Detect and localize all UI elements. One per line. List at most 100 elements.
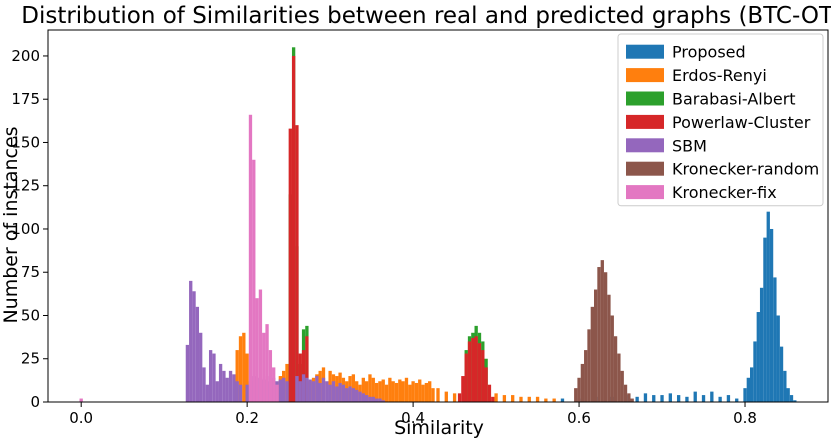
- bar: [222, 370, 226, 402]
- bar: [444, 391, 448, 402]
- bar: [623, 384, 628, 402]
- bar: [298, 381, 302, 402]
- bar: [701, 395, 706, 402]
- bar: [457, 393, 462, 402]
- legend-swatch: [626, 161, 664, 176]
- bar: [328, 384, 332, 402]
- bar: [232, 374, 236, 402]
- bar: [381, 400, 385, 402]
- bar: [789, 395, 794, 402]
- bar: [252, 159, 256, 402]
- bar: [610, 315, 614, 402]
- bar: [766, 211, 770, 402]
- bar: [388, 377, 392, 402]
- bar: [245, 353, 249, 402]
- bar: [491, 396, 495, 402]
- bar: [398, 379, 402, 402]
- bar: [474, 336, 478, 402]
- bar: [769, 228, 774, 402]
- bar: [384, 384, 389, 402]
- bar: [394, 382, 399, 402]
- bar: [756, 312, 760, 402]
- bar: [580, 363, 585, 402]
- bar: [272, 367, 276, 402]
- bar: [371, 396, 375, 402]
- bar: [594, 289, 598, 402]
- legend-swatch: [626, 91, 664, 106]
- bar: [735, 398, 739, 402]
- bar: [660, 395, 664, 402]
- legend-swatch: [626, 68, 664, 83]
- bar: [471, 337, 475, 402]
- bar: [79, 398, 83, 402]
- legend-swatch: [626, 44, 664, 59]
- bar: [560, 398, 565, 402]
- legend-label: Barabasi-Albert: [672, 90, 796, 109]
- bar: [436, 388, 440, 402]
- bar: [535, 396, 540, 402]
- bar: [779, 346, 784, 402]
- bar: [361, 377, 365, 402]
- x-tick-label: 0.4: [401, 409, 425, 427]
- bar: [265, 324, 269, 402]
- bar: [759, 287, 764, 402]
- legend: Proposed Erdos-Renyi Barabasi-Albert Powerl…: [617, 33, 824, 207]
- bar: [199, 332, 203, 402]
- bar: [428, 381, 432, 402]
- legend-label: SBM: [672, 136, 707, 155]
- bar: [301, 374, 306, 402]
- bar: [371, 377, 375, 402]
- bar: [218, 363, 223, 402]
- bar: [763, 237, 767, 402]
- bar: [374, 398, 379, 402]
- bar: [205, 384, 209, 402]
- bar: [335, 386, 339, 402]
- bar: [783, 370, 787, 402]
- bar: [461, 376, 465, 402]
- bar: [424, 382, 429, 402]
- bar: [676, 395, 681, 402]
- bar: [345, 388, 349, 402]
- x-tick-label: 0.8: [733, 409, 757, 427]
- bar: [418, 379, 422, 402]
- bar: [481, 350, 485, 402]
- x-tick-label: 0.6: [567, 409, 591, 427]
- bar: [215, 381, 219, 402]
- y-tick-label: 125: [11, 177, 40, 195]
- legend-item: SBM: [626, 136, 707, 155]
- legend-label: Powerlaw-Cluster: [672, 113, 811, 132]
- bar: [318, 382, 322, 402]
- bar: [351, 388, 356, 402]
- bar: [726, 395, 731, 402]
- bar: [235, 381, 239, 402]
- bar: [577, 377, 581, 402]
- bar: [710, 391, 714, 402]
- bar: [411, 381, 415, 402]
- bar: [574, 388, 578, 402]
- bar: [282, 377, 286, 402]
- bar: [255, 298, 259, 402]
- legend-swatch: [626, 138, 664, 153]
- bar: [212, 353, 216, 402]
- bar: [431, 388, 435, 402]
- bar: [408, 384, 412, 402]
- x-axis-label: Similarity: [394, 417, 484, 439]
- y-tick-label: 50: [21, 306, 40, 324]
- legend-item: Powerlaw-Cluster: [626, 113, 811, 132]
- bar: [718, 396, 722, 402]
- legend-label: Proposed: [672, 43, 746, 62]
- bar: [519, 396, 523, 402]
- bar: [617, 353, 621, 402]
- bar: [291, 55, 296, 402]
- legend-item: Proposed: [626, 43, 746, 62]
- legend-box: [617, 33, 824, 207]
- bar: [368, 374, 372, 402]
- series-proposed: [560, 211, 797, 402]
- bar: [364, 395, 369, 402]
- bar: [464, 353, 468, 402]
- bar: [613, 336, 618, 402]
- bar: [746, 377, 750, 402]
- bar: [773, 277, 777, 402]
- bar: [627, 393, 631, 402]
- bar: [652, 395, 656, 402]
